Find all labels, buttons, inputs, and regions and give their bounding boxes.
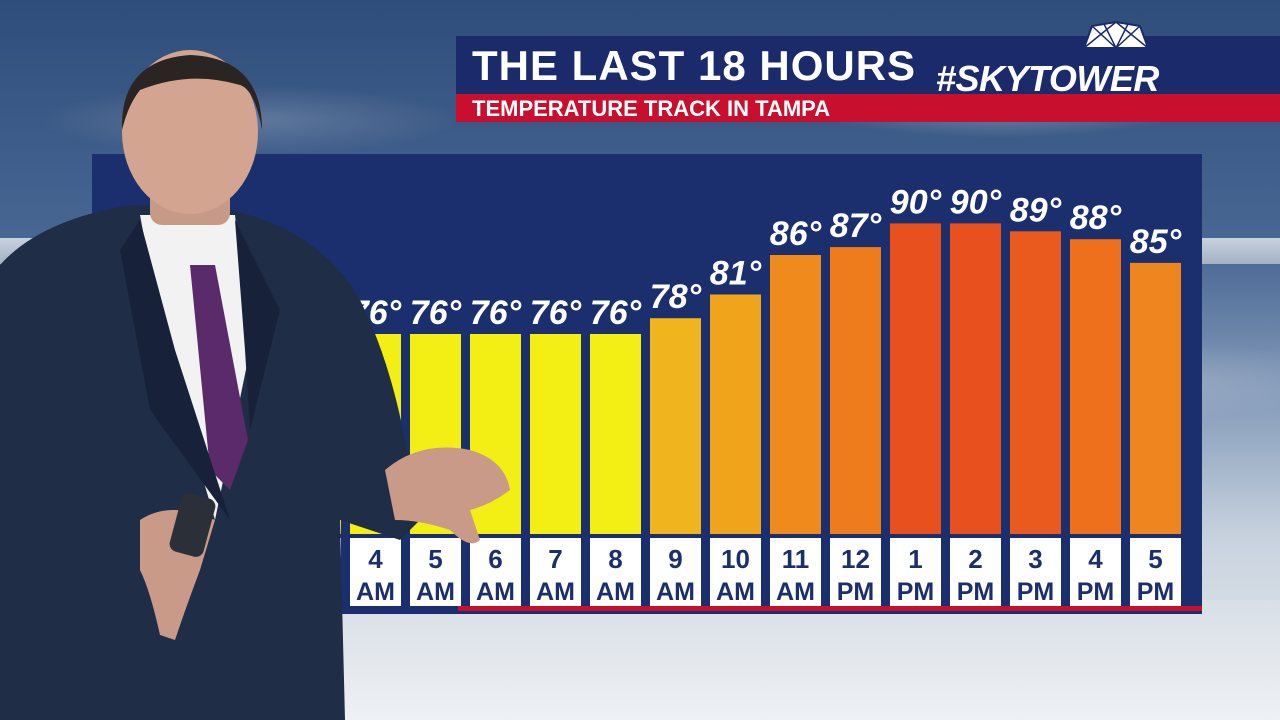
- hour-number-label: 2: [968, 544, 982, 574]
- hour-number-label: 5: [1148, 544, 1162, 574]
- presenter-tie: [190, 265, 248, 490]
- hour-number-label: 1: [908, 544, 922, 574]
- hour-label-box: [410, 538, 461, 606]
- hour-period-label: AM: [596, 578, 635, 606]
- hour-period-label: AM: [656, 578, 695, 606]
- chart-subtitle: TEMPERATURE TRACK IN TAMPA: [472, 96, 831, 121]
- hour-label-box: [830, 538, 881, 606]
- temperature-value-label: 87°: [830, 207, 882, 245]
- temperature-value-label: 78°: [650, 278, 702, 316]
- hour-label-box: [350, 538, 401, 606]
- hour-period-label: AM: [776, 578, 815, 606]
- temperature-bar: [1070, 239, 1121, 534]
- hour-label-box: [470, 538, 521, 606]
- hour-label-box: [710, 538, 761, 606]
- temperature-value-label: 81°: [710, 255, 762, 293]
- clicker-remote: [169, 493, 216, 557]
- hour-number-label: 9: [668, 544, 682, 574]
- hour-number-label: 3: [1028, 544, 1042, 574]
- skytower-logo: #SKYTOWER: [936, 20, 1176, 108]
- temperature-bar: [530, 334, 581, 534]
- chart-title: THE LAST 18 HOURS: [472, 42, 917, 89]
- hour-label-box: [950, 538, 1001, 606]
- hour-number-label: 12: [841, 544, 870, 574]
- hour-number-label: 11: [782, 544, 810, 574]
- temperature-bar: [830, 247, 881, 534]
- hour-period-label: PM: [957, 578, 995, 606]
- hour-number-label: 7: [548, 544, 562, 574]
- hour-period-label: PM: [1017, 578, 1055, 606]
- temperature-value-label: 76°: [590, 294, 642, 332]
- temperature-value-label: 76°: [410, 294, 462, 332]
- hour-number-label: 5: [428, 544, 442, 574]
- temperature-bar: [710, 294, 761, 534]
- hour-period-label: AM: [716, 578, 755, 606]
- presenter-hair: [121, 55, 262, 130]
- hour-label-box: [1130, 538, 1181, 606]
- presenter-right-lapel: [235, 220, 280, 430]
- temperature-bar: [1130, 262, 1181, 534]
- temperature-value-label: 76°: [530, 294, 582, 332]
- hour-number-label: 4: [1088, 544, 1103, 574]
- temperature-bar: [890, 223, 941, 534]
- temperature-value-label: 85°: [1130, 223, 1182, 261]
- temperature-bar: [650, 318, 701, 534]
- temperature-value-label: 89°: [1010, 191, 1062, 229]
- hour-period-label: AM: [356, 578, 395, 606]
- tower-dome-icon: [1082, 20, 1150, 50]
- hour-period-label: PM: [1137, 578, 1175, 606]
- hour-label-box: [590, 538, 641, 606]
- hour-number-label: 6: [488, 544, 502, 574]
- hour-label-box: [770, 538, 821, 606]
- hour-label-box: [1070, 538, 1121, 606]
- temperature-value-label: 90°: [950, 183, 1002, 221]
- temperature-value-label: 90°: [890, 183, 942, 221]
- brand-text: #SKYTOWER: [936, 58, 1159, 99]
- temperature-value-label: 88°: [1070, 199, 1122, 237]
- presenter-hand: [385, 447, 510, 544]
- hour-period-label: AM: [476, 578, 515, 606]
- meteorologist-presenter: [0, 50, 510, 720]
- presenter-head: [122, 50, 258, 214]
- temperature-bar: [590, 334, 641, 534]
- hour-number-label: 8: [608, 544, 622, 574]
- hour-label-box: [890, 538, 941, 606]
- hour-period-label: PM: [897, 578, 935, 606]
- hour-label-box: [530, 538, 581, 606]
- temperature-bar: [770, 255, 821, 534]
- temperature-value-label: 86°: [770, 215, 822, 253]
- hour-period-label: AM: [536, 578, 575, 606]
- hour-period-label: PM: [1077, 578, 1115, 606]
- chart-bottom-accent-line: [458, 606, 1202, 611]
- hour-number-label: 4: [368, 544, 383, 574]
- temperature-bar: [950, 223, 1001, 534]
- presenter-left-lapel: [120, 220, 230, 520]
- temperature-value-label: 76°: [470, 294, 522, 332]
- hour-number-label: 10: [721, 544, 750, 574]
- subtitle-bar: TEMPERATURE TRACK IN TAMPA: [456, 94, 1280, 122]
- graphic-header: THE LAST 18 HOURS TEMPERATURE TRACK IN T…: [456, 20, 1280, 122]
- hour-label-box: [1010, 538, 1061, 606]
- temperature-bar: [1010, 231, 1061, 535]
- hour-period-label: PM: [837, 578, 875, 606]
- hour-label-box: [650, 538, 701, 606]
- hour-period-label: AM: [416, 578, 455, 606]
